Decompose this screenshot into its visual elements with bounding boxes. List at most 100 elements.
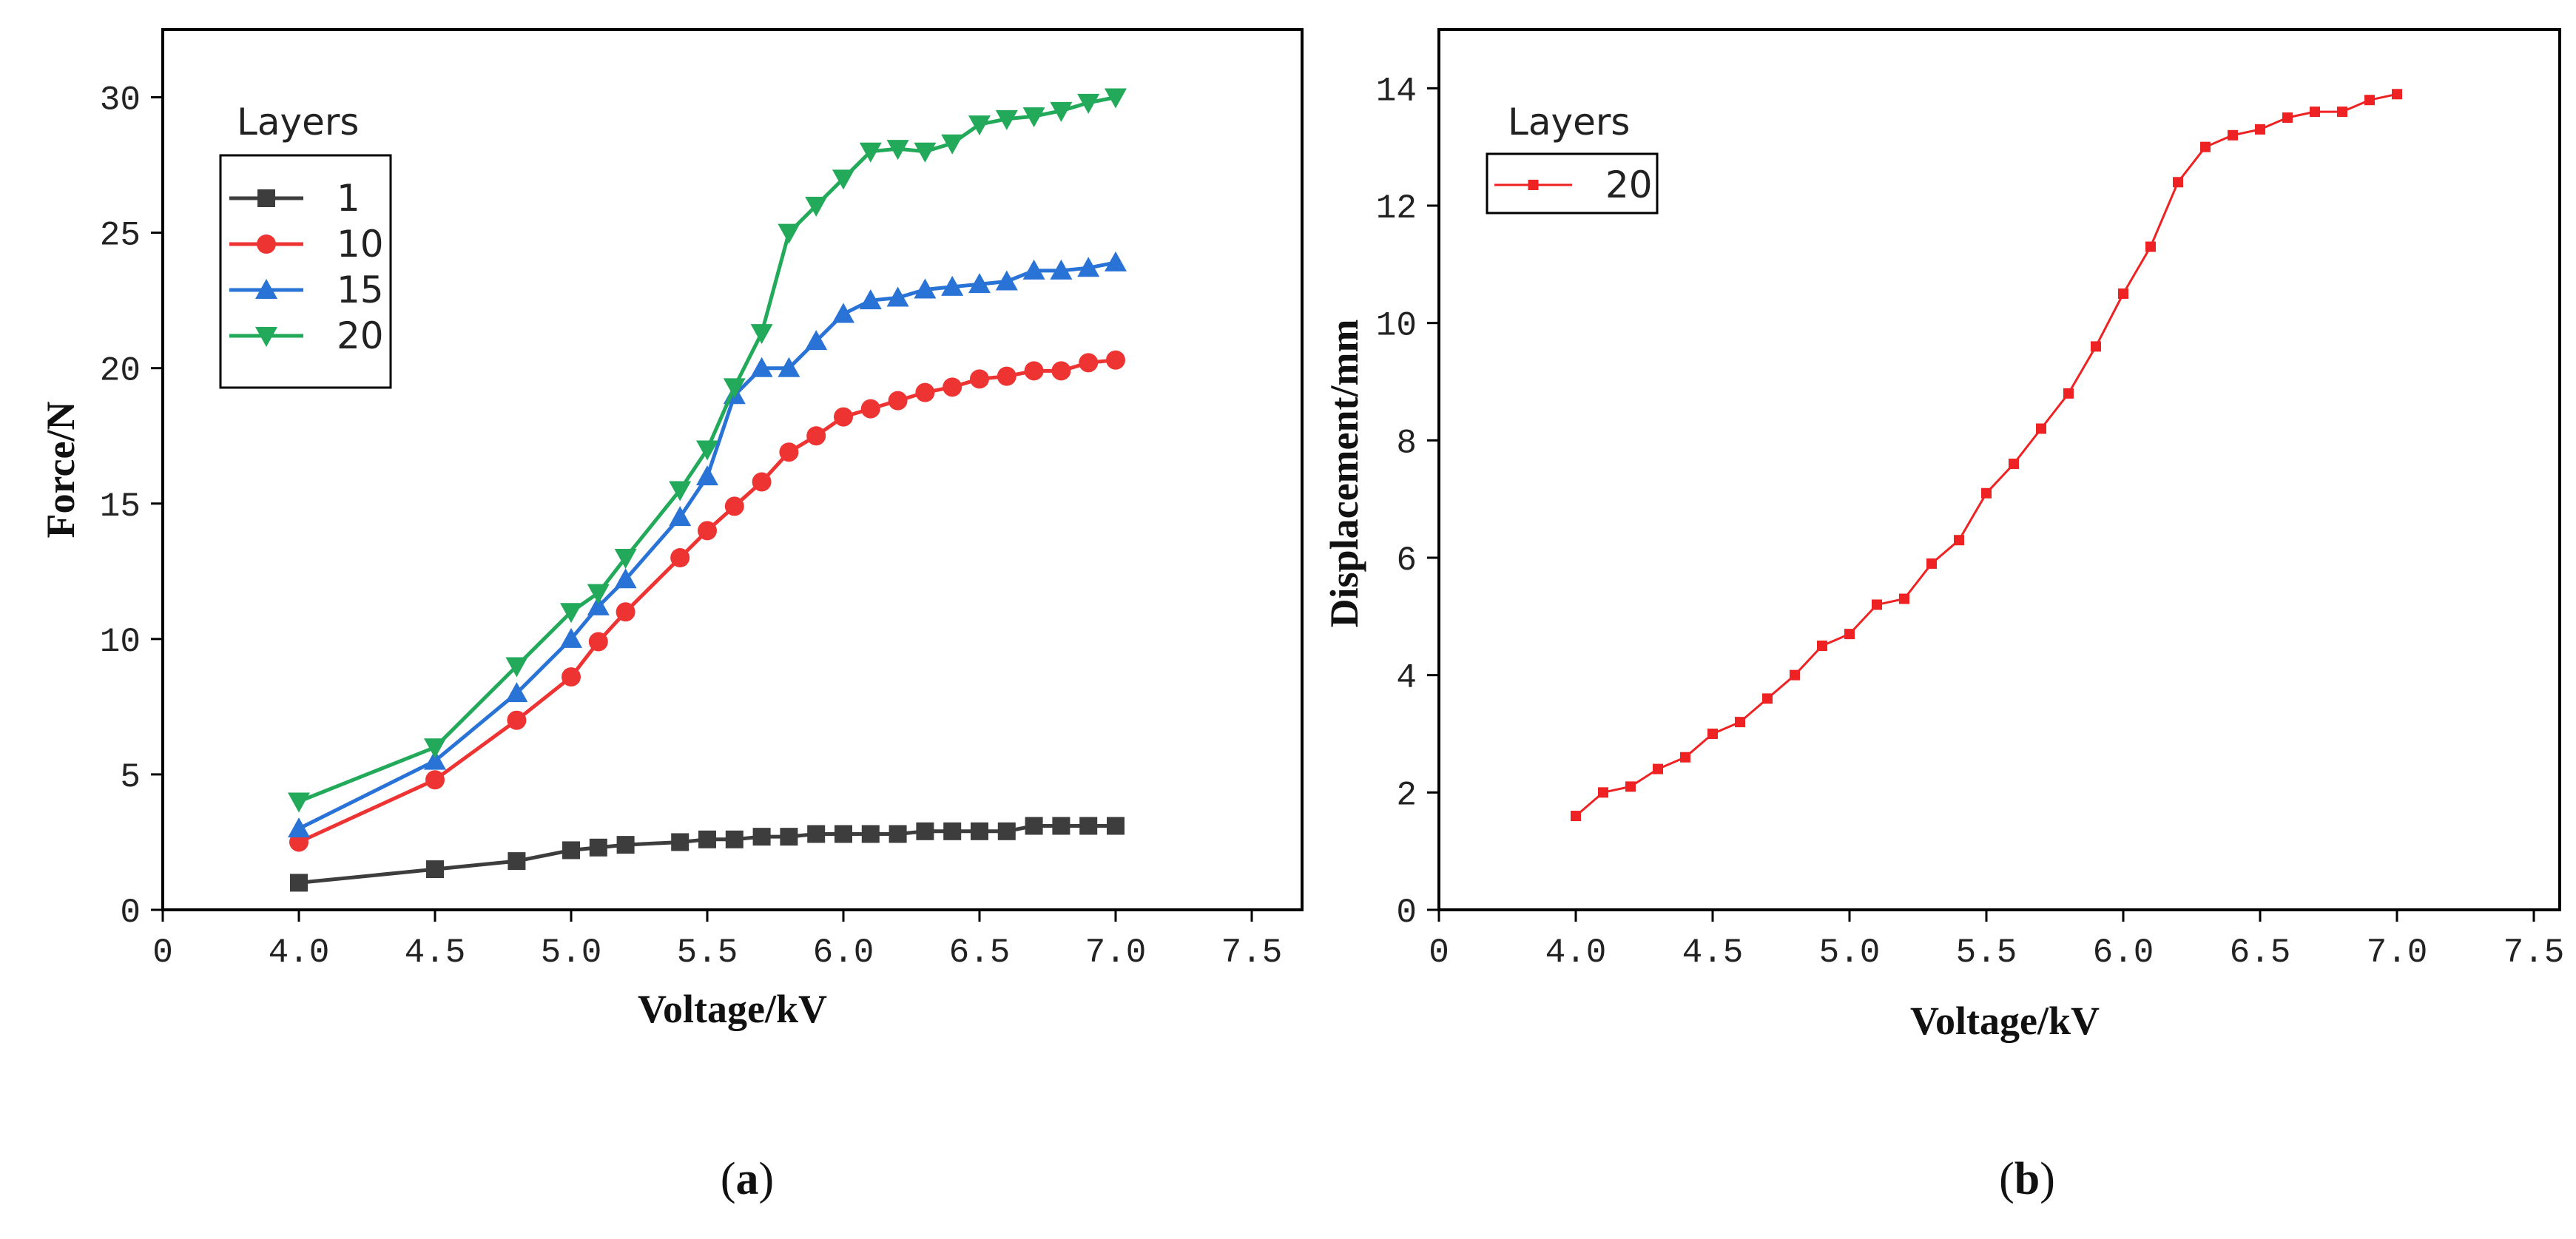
y-tick-label: 10 <box>100 623 141 661</box>
data-point <box>1079 353 1099 373</box>
data-point <box>1077 93 1100 114</box>
data-point <box>725 830 744 848</box>
legend-title-b: Layers <box>1508 101 1630 144</box>
data-point <box>1022 259 1045 280</box>
data-point <box>861 825 880 843</box>
y-tick-label: 15 <box>100 487 141 526</box>
x-tick-label: 4.0 <box>269 934 330 972</box>
y-tick-label: 5 <box>120 758 141 797</box>
x-tick-label: 7.0 <box>1085 934 1147 972</box>
series-20 <box>1571 89 2402 822</box>
data-point <box>616 602 635 622</box>
data-point <box>1981 487 1992 499</box>
data-point <box>1844 629 1855 640</box>
data-point <box>997 366 1016 386</box>
plot-frame-a <box>161 28 1304 911</box>
y-tick-label: 10 <box>1376 307 1417 345</box>
data-point <box>886 140 909 161</box>
data-point <box>1105 251 1127 271</box>
data-point <box>257 234 276 254</box>
data-point <box>834 407 853 427</box>
legend-b: Layers 20 <box>1486 101 1659 215</box>
panel-label-b: (b) <box>1999 1154 2055 1204</box>
y-tick-label: 2 <box>1396 776 1417 814</box>
data-point <box>2145 241 2156 252</box>
x-tick-label: 6.0 <box>2093 934 2154 972</box>
data-point <box>1899 593 1909 604</box>
data-point <box>1571 811 1581 822</box>
x-tick-label: 7.5 <box>1221 934 1283 972</box>
data-point <box>2009 459 2019 470</box>
data-point <box>1954 535 1964 546</box>
y-tick-label: 4 <box>1396 659 1417 698</box>
y-tick-label: 14 <box>1376 72 1417 110</box>
data-point <box>997 822 1016 840</box>
x-tick-label: 7.5 <box>2503 934 2565 972</box>
data-point <box>752 472 772 492</box>
data-point <box>1052 817 1070 835</box>
series-15 <box>288 251 1127 838</box>
x-tick-label: 5.0 <box>1819 934 1881 972</box>
data-point <box>1105 88 1127 109</box>
data-point <box>669 506 692 527</box>
legend-label: 20 <box>337 314 384 357</box>
legend-item-1: 1 <box>229 177 360 220</box>
data-point <box>257 189 275 207</box>
y-tick-label: 6 <box>1396 541 1417 580</box>
x-tick-label: 5.0 <box>541 934 602 972</box>
data-point <box>1079 817 1098 835</box>
data-point <box>1653 763 1663 774</box>
data-point <box>752 828 771 846</box>
data-point <box>943 822 962 840</box>
series-layer-a <box>288 88 1127 892</box>
data-point <box>778 357 800 377</box>
data-point <box>1680 752 1690 763</box>
legend-item-15: 15 <box>229 269 384 311</box>
chart-panel-b: 0 4.0 4.5 5.0 5.5 6.0 6.5 7.0 7.5 0 2 4 6 8 10 12 14 Lay… <box>1322 28 2565 1204</box>
data-point <box>505 682 528 703</box>
series-layer-b <box>1571 89 2402 822</box>
data-point <box>778 223 800 244</box>
y-tick-label: 8 <box>1396 424 1417 462</box>
data-point <box>1107 817 1125 835</box>
data-point <box>669 481 692 502</box>
data-point <box>807 825 826 843</box>
data-point <box>2036 423 2046 434</box>
x-tick-label: 0 <box>152 934 173 972</box>
series-line-20 <box>1575 92 2398 817</box>
data-point <box>255 279 277 299</box>
x-tick-label: 4.0 <box>1545 934 1607 972</box>
data-point <box>1707 729 1718 739</box>
data-point <box>560 603 582 624</box>
series-20 <box>288 88 1127 813</box>
data-point <box>2091 341 2101 352</box>
data-point <box>914 142 937 163</box>
data-point <box>941 134 964 155</box>
data-point <box>508 852 526 871</box>
data-point <box>1735 717 1745 728</box>
data-point <box>1872 599 1882 610</box>
data-point <box>995 109 1018 130</box>
legend-title-a: Layers <box>237 101 359 144</box>
data-point <box>1528 180 1539 190</box>
data-point <box>750 324 773 345</box>
y-tick-label: 25 <box>100 217 141 255</box>
data-point <box>914 278 937 299</box>
x-tick-label: 5.5 <box>677 934 738 972</box>
data-point <box>860 399 880 419</box>
legend-label: 10 <box>337 223 384 266</box>
x-tick-label: 4.5 <box>405 934 466 972</box>
data-point <box>1762 693 1773 704</box>
data-point <box>587 584 610 604</box>
y-tick-label: 0 <box>120 894 141 932</box>
x-tick-label: 6.0 <box>813 934 874 972</box>
data-point <box>780 828 798 846</box>
data-point <box>671 833 689 851</box>
data-point <box>1926 558 1937 569</box>
series-line-10 <box>297 358 1116 844</box>
data-point <box>587 595 610 615</box>
data-point <box>424 749 446 770</box>
